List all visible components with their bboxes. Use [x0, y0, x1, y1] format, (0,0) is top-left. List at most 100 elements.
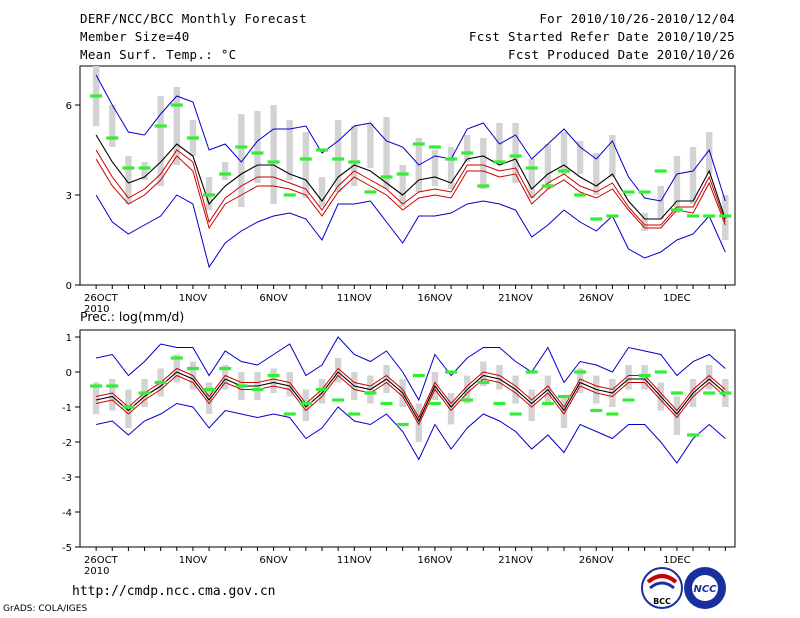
temp-marker — [574, 193, 587, 197]
temp-marker — [380, 175, 393, 179]
prec-marker — [719, 391, 732, 395]
temp-marker — [106, 136, 119, 140]
prec-xtick-label: 26NOV — [579, 555, 614, 566]
prec-spread-box — [221, 365, 229, 390]
temp-spread-box — [657, 186, 664, 219]
temp-marker — [138, 166, 151, 170]
prec-marker — [622, 398, 635, 402]
prec-xtick-year: 2010 — [84, 566, 109, 577]
temp-marker — [428, 145, 441, 149]
prec-marker — [332, 398, 345, 402]
prec-marker — [477, 380, 490, 385]
agency-logos: BCC NCC — [641, 567, 726, 609]
prec-xtick-label: 1NOV — [179, 555, 208, 566]
temp-marker — [477, 184, 490, 188]
temp-marker — [348, 160, 361, 164]
prec-marker — [283, 412, 296, 416]
temp-marker — [315, 148, 328, 152]
temp-spread-box — [496, 123, 503, 162]
temp-spread-box — [302, 132, 310, 198]
temp-ytick-label: 0 — [66, 281, 72, 292]
prec-xtick-label: 21NOV — [498, 555, 533, 566]
fcst-started-date: Fcst Started Refer Date 2010/10/25 — [468, 29, 735, 44]
prec-mean-line — [95, 371, 726, 423]
temp-marker — [670, 208, 683, 212]
temp-marker — [267, 160, 280, 164]
prec-marker — [428, 401, 441, 406]
temp-marker — [412, 142, 425, 146]
temp-marker — [396, 172, 409, 176]
website-url[interactable]: http://cmdp.ncc.cma.gov.cn — [72, 584, 276, 599]
temp-marker — [219, 172, 232, 176]
temp-spread-box — [334, 120, 342, 192]
temp-spread-box — [157, 96, 164, 186]
temp-spread-box — [705, 132, 713, 174]
temp-spread-box — [593, 153, 600, 195]
prec-xtick-label: 26OCT — [84, 555, 119, 566]
prec-marker — [122, 405, 135, 409]
temp-spread-box — [560, 132, 568, 174]
prec-spread-box — [480, 361, 487, 386]
temp-marker — [541, 184, 554, 188]
temp-spread-box — [125, 156, 132, 204]
prec-lower-line — [95, 374, 726, 426]
temp-xtick-label: 16NOV — [418, 293, 453, 304]
temp-label: Mean Surf. Temp.: °C — [80, 47, 237, 62]
temp-spread-box — [286, 120, 293, 180]
temp-marker — [638, 190, 651, 194]
prec-spread-box — [334, 358, 342, 383]
temp-spread-box — [318, 177, 326, 207]
temp-xtick-label: 1NOV — [179, 293, 208, 304]
temp-marker — [557, 169, 570, 173]
prec-spread-box — [318, 379, 326, 404]
prec-marker — [412, 373, 425, 378]
temp-marker — [154, 124, 167, 128]
temp-marker — [203, 193, 216, 197]
prec-marker — [251, 387, 264, 392]
temp-marker — [235, 145, 248, 149]
prec-marker — [654, 370, 667, 374]
prec-spread-box — [302, 389, 310, 421]
prec-ytick-label: -4 — [62, 508, 72, 519]
temp-marker — [687, 214, 700, 218]
prec-ytick-label: -3 — [62, 473, 72, 484]
prec-xtick-label: 6NOV — [259, 555, 288, 566]
chart-title: DERF/NCC/BCC Monthly Forecast — [80, 11, 307, 26]
temp-spread-box — [447, 147, 455, 189]
temp-spread-box — [141, 162, 148, 180]
temp-marker — [170, 103, 183, 107]
temp-xtick-label: 6NOV — [259, 293, 288, 304]
ncc-logo-icon: NCC — [684, 567, 726, 609]
temp-spread-box — [625, 195, 632, 196]
prec-marker — [670, 391, 683, 395]
prec-spread-box — [496, 365, 503, 390]
temp-min-line — [95, 194, 726, 269]
temp-xtick-year: 2010 — [84, 304, 109, 315]
prec-marker — [106, 384, 119, 388]
temp-ytick-label: 6 — [66, 101, 72, 112]
prec-spread-box — [560, 396, 568, 428]
temp-marker — [493, 160, 506, 164]
prec-spread-box — [270, 368, 277, 393]
temp-marker — [186, 136, 199, 140]
temp-marker — [703, 214, 716, 218]
svg-text:BCC: BCC — [653, 597, 671, 606]
temp-spread-box — [367, 123, 374, 168]
prec-spread-box — [286, 372, 293, 397]
prec-spread-box — [447, 393, 455, 425]
temp-mean-line — [95, 134, 726, 220]
temp-marker — [122, 166, 135, 170]
bcc-logo-icon: BCC — [641, 567, 683, 609]
temp-spread-box — [609, 135, 616, 177]
temp-upper-line — [95, 155, 726, 230]
temp-marker — [622, 190, 635, 194]
temp-spread-box — [641, 213, 648, 231]
prec-marker — [170, 356, 183, 360]
prec-spread-box — [705, 365, 713, 390]
temp-marker — [251, 151, 264, 155]
prec-marker — [299, 401, 312, 406]
temp-spread-box — [463, 135, 471, 162]
grads-credit: GrADS: COLA/IGES — [3, 604, 88, 614]
